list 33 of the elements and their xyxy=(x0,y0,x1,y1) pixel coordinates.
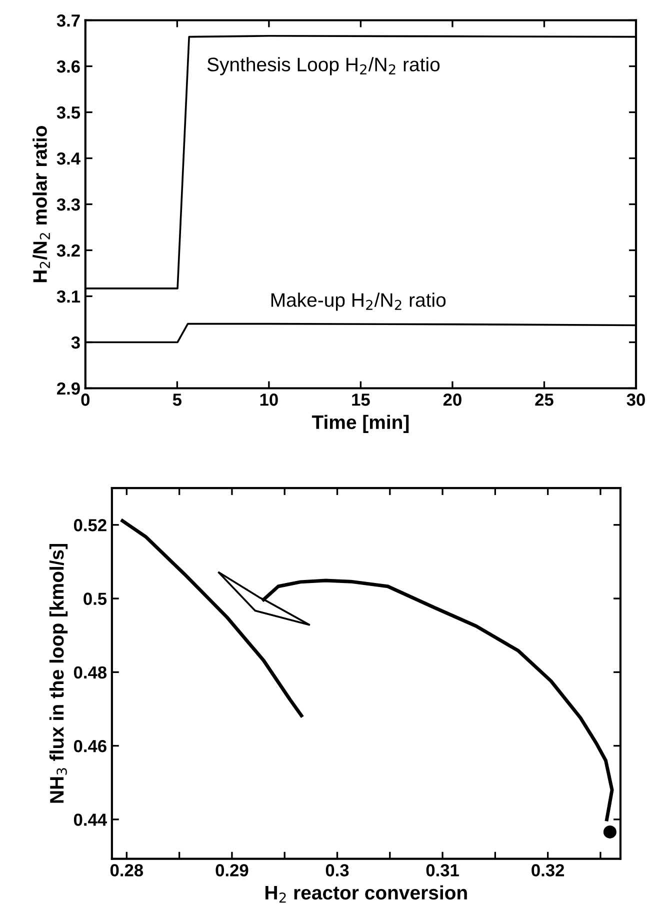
y-tick-label: 3.7 xyxy=(56,14,80,27)
annotation: Make-up H$_{2}$/N$_{2}$ ratio xyxy=(271,292,446,311)
y-tick-label: 3.3 xyxy=(56,198,80,211)
x-tick-label: 20 xyxy=(443,394,462,406)
y-tick-label: 0.44 xyxy=(74,814,107,826)
y-axis-title: NH$_{3}$ flux in the loop [kmol/s] xyxy=(49,544,68,803)
x-tick-label: 0.3 xyxy=(326,864,349,876)
y-tick-label: 3.1 xyxy=(56,290,80,303)
y-tick-label: 0.48 xyxy=(74,666,107,679)
y-tick-label: 0.46 xyxy=(74,740,106,752)
y-tick-label: 3.6 xyxy=(56,60,80,73)
x-tick-label: 30 xyxy=(626,394,645,406)
x-tick-label: 5 xyxy=(172,394,182,406)
annotation: Synthesis Loop H$_{2}$/N$_{2}$ ratio xyxy=(207,57,440,76)
x-tick-label: 0.31 xyxy=(426,864,459,876)
y-tick-label: 3.4 xyxy=(56,152,80,165)
line-series xyxy=(120,519,304,718)
y-tick-label: 0.5 xyxy=(84,592,107,605)
x-tick-label: 25 xyxy=(535,394,554,406)
y-axis-title: H$_{2}$/N$_{2}$ molar ratio xyxy=(32,126,50,282)
x-tick-label: 0 xyxy=(81,394,90,406)
y-tick-label: 3.5 xyxy=(56,106,80,119)
x-axis-title: H$_{2}$ reactor conversion xyxy=(266,885,467,903)
x-axis-title: Time [min] xyxy=(312,414,409,433)
y-tick-label: 3.2 xyxy=(56,244,80,257)
x-tick-label: 10 xyxy=(260,394,278,406)
x-tick-label: 15 xyxy=(352,394,370,406)
y-tick-label: 2.9 xyxy=(57,382,80,395)
x-tick-label: 0.29 xyxy=(216,864,248,876)
x-tick-label: 0.28 xyxy=(110,864,144,876)
y-tick-label: 3 xyxy=(71,336,80,349)
x-tick-label: 0.32 xyxy=(532,864,564,876)
y-tick-label: 0.52 xyxy=(74,519,106,532)
